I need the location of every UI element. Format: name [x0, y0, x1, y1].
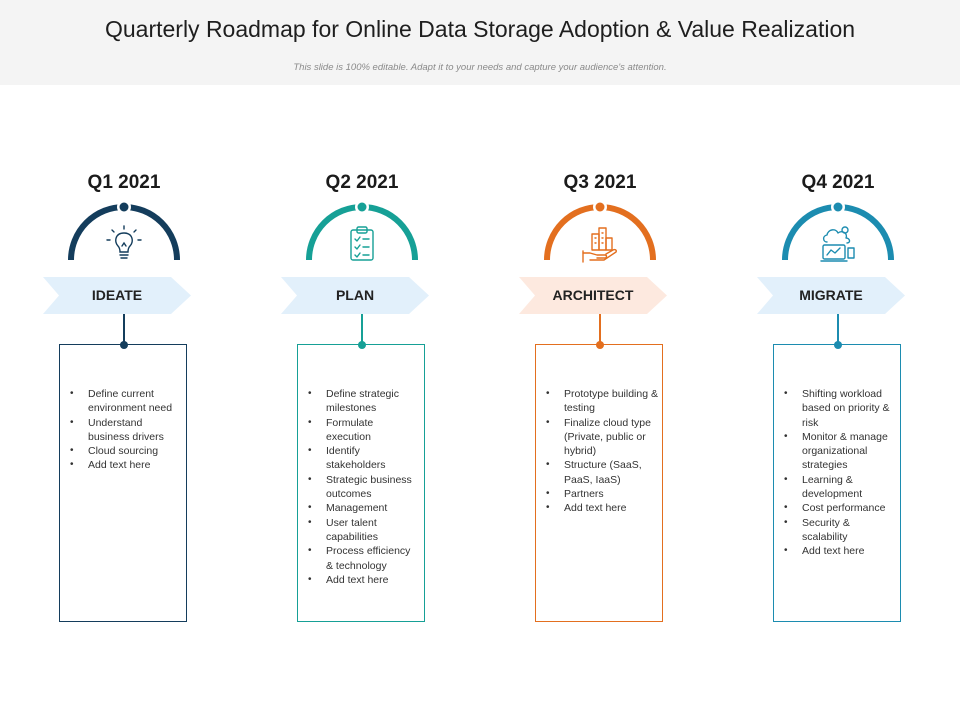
- stage-label: MIGRATE: [799, 287, 863, 303]
- quarter-label: Q2 2021: [325, 172, 399, 193]
- quarter-label: Q3 2021: [563, 172, 637, 193]
- task-item: Shifting workload based on priority & ri…: [784, 387, 896, 430]
- roadmap-column-q3: Q3 2021 ARCHITECT Prototype building & t…: [519, 0, 705, 720]
- connector-dot: [596, 341, 604, 349]
- task-item: Process efficiency & technology: [308, 544, 420, 573]
- task-item: Add text here: [546, 501, 658, 516]
- page-title: Quarterly Roadmap for Online Data Storag…: [104, 16, 856, 42]
- connector-line: [837, 314, 839, 345]
- task-list: Shifting workload based on priority & ri…: [784, 387, 896, 559]
- task-list: Define strategic milestonesFormulate exe…: [308, 387, 420, 587]
- task-item: Formulate execution: [308, 416, 420, 445]
- task-item: Partners: [546, 487, 658, 502]
- connector-line: [599, 314, 601, 345]
- cloud-migration-icon: [820, 226, 855, 262]
- arc-decoration: [782, 200, 894, 261]
- stage-label: ARCHITECT: [552, 287, 634, 303]
- task-item: Cloud sourcing: [70, 444, 182, 459]
- task-box: Prototype building & testingFinalize clo…: [535, 344, 663, 622]
- clipboard-checklist-icon: [350, 226, 374, 261]
- task-item: User talent capabilities: [308, 516, 420, 545]
- task-item: Security & scalability: [784, 516, 896, 545]
- task-item: Add text here: [308, 573, 420, 588]
- task-box: Shifting workload based on priority & ri…: [773, 344, 901, 622]
- connector-line: [123, 314, 125, 345]
- task-item: Add text here: [70, 458, 182, 473]
- stage-chevron: PLAN: [281, 277, 429, 314]
- task-item: Monitor & manage organizational strategi…: [784, 430, 896, 473]
- task-box: Define strategic milestonesFormulate exe…: [297, 344, 425, 622]
- arc-decoration: [68, 200, 180, 261]
- connector-dot: [358, 341, 366, 349]
- hand-buildings-icon: [582, 227, 617, 263]
- roadmap-column-q4: Q4 2021 MIGRATE Shifting workload based …: [757, 0, 943, 720]
- stage-chevron: ARCHITECT: [519, 277, 667, 314]
- task-item: Management: [308, 501, 420, 516]
- task-item: Add text here: [784, 544, 896, 559]
- stage-chevron: MIGRATE: [757, 277, 905, 314]
- connector-line: [361, 314, 363, 345]
- header-band: Quarterly Roadmap for Online Data Storag…: [0, 0, 960, 85]
- arc-decoration: [544, 200, 656, 261]
- quarter-label: Q4 2021: [801, 172, 875, 193]
- stage-label: PLAN: [335, 287, 375, 303]
- task-item: Identify stakeholders: [308, 444, 420, 473]
- task-item: Understand business drivers: [70, 416, 182, 445]
- lightbulb-icon: [106, 225, 142, 259]
- task-item: Define strategic milestones: [308, 387, 420, 416]
- roadmap-column-q1: Q1 2021 IDEATE Define current environmen…: [43, 0, 229, 720]
- page-subtitle: This slide is 100% editable. Adapt it to…: [293, 62, 667, 73]
- task-list: Define current environment needUnderstan…: [70, 387, 182, 473]
- task-item: Prototype building & testing: [546, 387, 658, 416]
- connector-dot: [834, 341, 842, 349]
- task-item: Define current environment need: [70, 387, 182, 416]
- task-item: Finalize cloud type (Private, public or …: [546, 416, 658, 459]
- task-list: Prototype building & testingFinalize clo…: [546, 387, 658, 516]
- task-item: Learning & development: [784, 473, 896, 502]
- task-item: Structure (SaaS, PaaS, IaaS): [546, 458, 658, 487]
- roadmap-column-q2: Q2 2021 PLAN Define strategic milestones…: [281, 0, 467, 720]
- task-box: Define current environment needUnderstan…: [59, 344, 187, 622]
- arc-decoration: [306, 200, 418, 261]
- stage-chevron: IDEATE: [43, 277, 191, 314]
- connector-dot: [120, 341, 128, 349]
- task-item: Strategic business outcomes: [308, 473, 420, 502]
- quarter-label: Q1 2021: [87, 172, 161, 193]
- stage-label: IDEATE: [91, 287, 143, 303]
- task-item: Cost performance: [784, 501, 896, 516]
